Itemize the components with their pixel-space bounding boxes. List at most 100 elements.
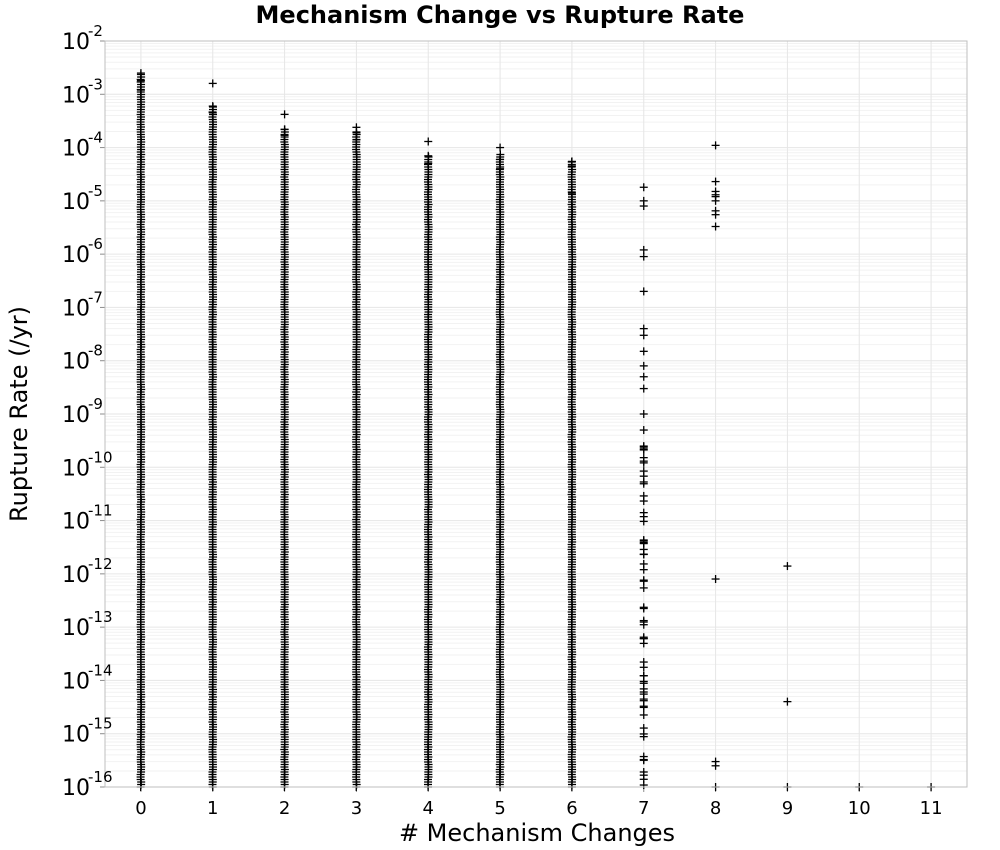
data-point [639, 252, 648, 261]
y-tick-label: 10-4 [62, 129, 103, 162]
data-point [783, 562, 792, 571]
y-tick-label: 10-9 [62, 395, 103, 428]
y-tick-exponent: -16 [88, 768, 113, 786]
data-point [639, 361, 648, 370]
data-point [639, 671, 648, 680]
y-tick-exponent: -9 [88, 395, 103, 413]
data-point [496, 155, 505, 164]
y-tick-base: 10 [62, 723, 90, 748]
data-point [639, 458, 648, 467]
data-point [639, 663, 648, 672]
y-tick-base: 10 [62, 616, 90, 641]
data-point [639, 703, 648, 712]
x-axis-label: # Mechanism Changes [399, 819, 675, 847]
x-tick-label: 11 [920, 798, 943, 819]
plot-area [104, 40, 968, 788]
x-tick-label: 9 [782, 798, 793, 819]
data-point [352, 135, 361, 144]
data-point [136, 86, 145, 95]
data-point [711, 210, 720, 219]
y-tick-label: 10-7 [62, 288, 103, 321]
data-point [639, 444, 648, 453]
y-tick-base: 10 [62, 510, 90, 535]
x-tick-label: 10 [848, 798, 871, 819]
y-tick-exponent: -4 [88, 129, 103, 147]
data-point [424, 151, 433, 160]
data-point [639, 565, 648, 574]
y-tick-base: 10 [62, 456, 90, 481]
x-tick-label: 6 [566, 798, 577, 819]
data-point [639, 576, 648, 585]
x-tick-labels: 0 1 2 3 4 5 6 7 8 9 10 11 [135, 798, 942, 819]
data-point [136, 69, 145, 78]
data-point [639, 202, 648, 211]
y-tick-exponent: -15 [88, 715, 113, 733]
x-tick-label: 8 [710, 798, 721, 819]
data-points [136, 69, 936, 791]
data-point [639, 183, 648, 192]
x-tick-label: 2 [279, 798, 290, 819]
y-tick-label: 10-3 [62, 75, 103, 108]
data-point [639, 767, 648, 776]
data-point [496, 164, 505, 173]
x-tick-label: 1 [207, 798, 218, 819]
y-tick-exponent: -14 [88, 661, 113, 679]
y-tick-exponent: -3 [88, 75, 103, 93]
data-point [280, 131, 289, 140]
data-point [639, 696, 648, 705]
y-tick-label: 10-15 [62, 715, 113, 748]
data-point [639, 583, 648, 592]
grid [105, 40, 967, 788]
data-point [711, 177, 720, 186]
y-tick-exponent: -12 [88, 555, 113, 573]
x-tick-label: 4 [423, 798, 434, 819]
data-point [639, 347, 648, 356]
data-point [639, 287, 648, 296]
y-tick-label: 10-14 [62, 661, 113, 694]
y-tick-base: 10 [62, 137, 90, 162]
y-tick-base: 10 [62, 30, 90, 55]
y-tick-base: 10 [62, 563, 90, 588]
chart-title: Mechanism Change vs Rupture Rate [256, 1, 745, 29]
data-point [711, 575, 720, 584]
y-tick-label: 10-5 [62, 182, 103, 215]
data-point [424, 137, 433, 146]
data-point [639, 550, 648, 559]
data-point [639, 710, 648, 719]
data-point [711, 141, 720, 150]
y-tick-base: 10 [62, 669, 90, 694]
y-tick-label: 10-11 [62, 502, 113, 535]
y-tick-label: 10-2 [62, 22, 103, 55]
y-tick-base: 10 [62, 296, 90, 321]
data-point [639, 512, 648, 521]
data-point [280, 110, 289, 119]
y-tick-label: 10-12 [62, 555, 113, 588]
data-point [496, 143, 505, 152]
y-tick-label: 10-6 [62, 235, 103, 268]
data-point [639, 539, 648, 548]
y-tick-base: 10 [62, 190, 90, 215]
data-point [639, 426, 648, 435]
y-tick-labels: 10-1610-1510-1410-1310-1210-1110-1010-91… [62, 22, 113, 801]
data-point [639, 775, 648, 784]
y-tick-label: 10-16 [62, 768, 113, 801]
data-point [639, 491, 648, 500]
y-tick-exponent: -8 [88, 342, 103, 360]
y-tick-base: 10 [62, 83, 90, 108]
y-tick-exponent: -13 [88, 608, 113, 626]
data-point [639, 752, 648, 761]
data-point [639, 410, 648, 418]
y-tick-exponent: -11 [88, 502, 113, 520]
y-tick-label: 10-13 [62, 608, 113, 641]
data-point [639, 639, 648, 648]
data-point [639, 603, 648, 612]
y-tick-base: 10 [62, 403, 90, 428]
x-tick-label: 5 [494, 798, 505, 819]
data-point [711, 222, 720, 231]
y-tick-label: 10-8 [62, 342, 103, 375]
x-tick-label: 7 [638, 798, 649, 819]
y-tick-label: 10-10 [62, 448, 113, 481]
x-tick-label: 3 [351, 798, 362, 819]
y-tick-exponent: -6 [88, 235, 103, 253]
